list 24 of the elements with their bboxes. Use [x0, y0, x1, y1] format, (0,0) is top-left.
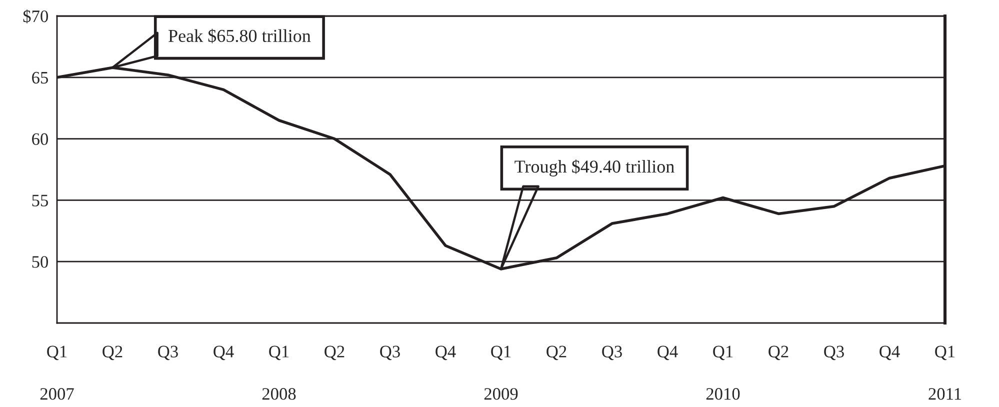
- category-label: Q1 2008: [262, 346, 296, 400]
- y-tick-label: 50: [32, 256, 48, 268]
- x-tick-label: Q3: [158, 346, 178, 360]
- x-tick-label: Q4: [658, 346, 678, 360]
- x-tick-label: Q2: [102, 346, 122, 360]
- x-tick-label: Q3: [824, 346, 844, 360]
- x-tick-label: Q3: [602, 346, 622, 360]
- x-tick-label: Q2: [546, 346, 566, 360]
- x-tick-label: Q2: [768, 346, 788, 360]
- x-tick-label: Q3: [380, 346, 400, 360]
- y-tick-label: 60: [32, 133, 48, 145]
- category-label: Q1 2007: [40, 346, 74, 400]
- x-tick-label: Q4: [436, 346, 456, 360]
- x-tick-label: Q2: [324, 346, 344, 360]
- category-label: Q1 2010: [706, 346, 740, 400]
- annotation: Trough $49.40 trillion: [514, 159, 674, 176]
- y-tick-label: 65: [32, 72, 48, 84]
- annotation: Peak $65.80 trillion: [168, 28, 311, 44]
- x-tick-label: Q4: [880, 346, 900, 360]
- y-tick-label: 55: [32, 194, 48, 206]
- x-tick-label: Q4: [214, 346, 234, 360]
- category-label: Q1 2011: [928, 346, 961, 400]
- category-label: Q1 2009: [484, 346, 518, 400]
- y-tick-label: $70: [23, 9, 48, 24]
